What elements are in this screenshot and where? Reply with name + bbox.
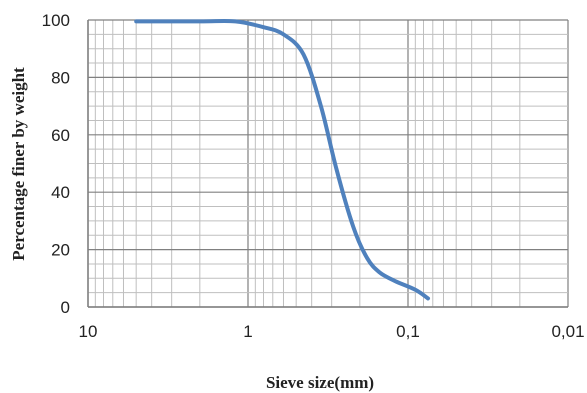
axes bbox=[87, 20, 568, 308]
series-line bbox=[134, 19, 430, 301]
x-tick-label: 1 bbox=[243, 322, 252, 341]
series bbox=[134, 19, 430, 301]
grid bbox=[87, 19, 569, 308]
y-tick-label: 40 bbox=[51, 183, 70, 202]
y-tick-label: 60 bbox=[51, 126, 70, 145]
x-tick-label: 10 bbox=[79, 322, 98, 341]
x-tick-labels: 10 1 0,1 0,01 bbox=[79, 322, 585, 341]
y-tick-labels: 0 20 40 60 80 100 bbox=[42, 11, 70, 317]
y-tick-label: 20 bbox=[51, 241, 70, 260]
x-tick-label: 0,1 bbox=[396, 322, 420, 341]
y-tick-label: 0 bbox=[61, 298, 70, 317]
y-tick-label: 80 bbox=[51, 68, 70, 87]
x-tick-label: 0,01 bbox=[551, 322, 584, 341]
y-axis-title: Percentage finer by weight bbox=[9, 67, 28, 261]
y-tick-label: 100 bbox=[42, 11, 70, 30]
x-axis-title: Sieve size(mm) bbox=[266, 373, 374, 392]
